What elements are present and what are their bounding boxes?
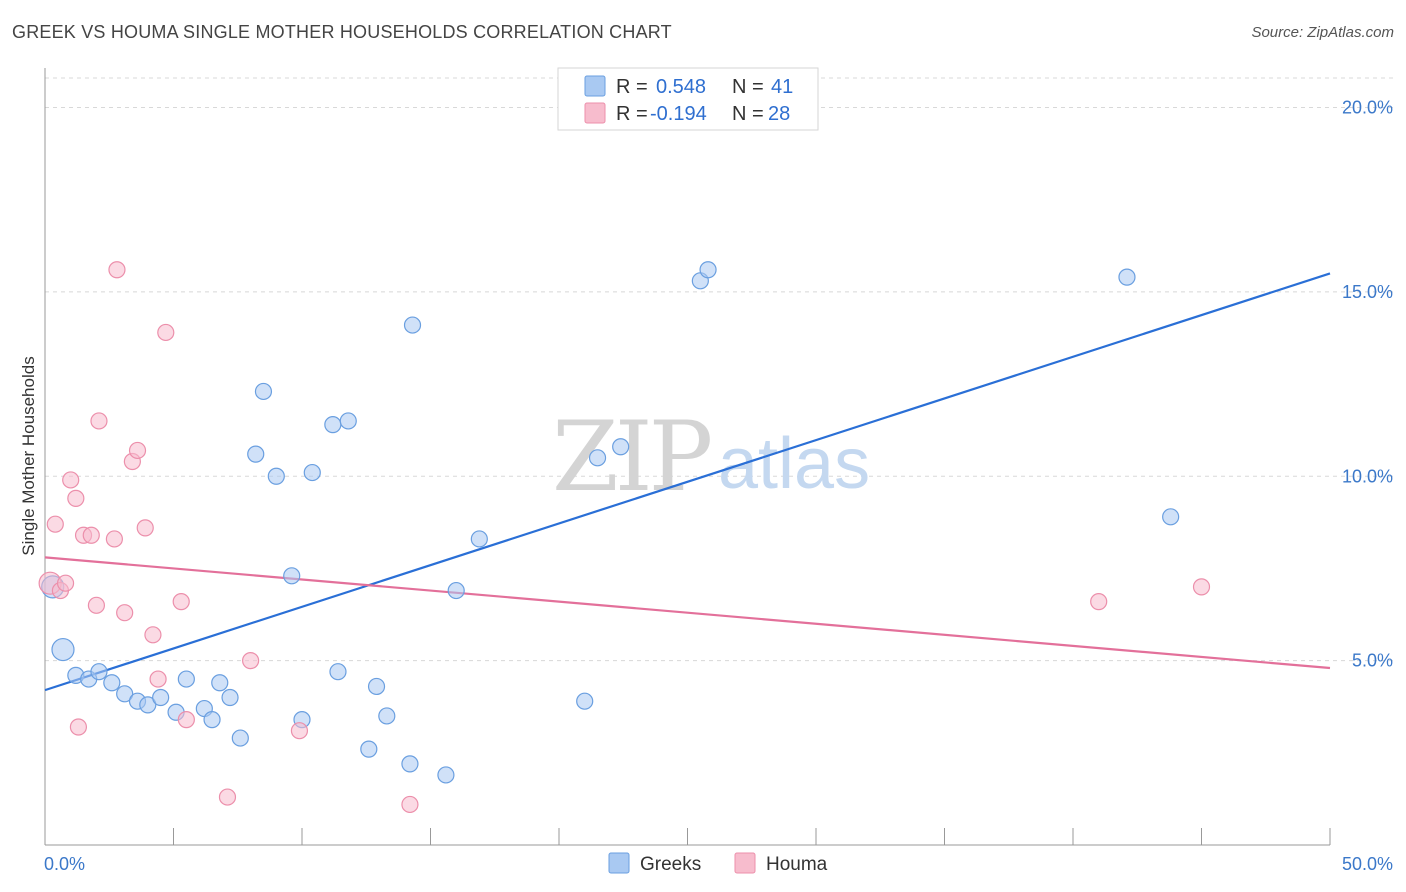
legend-r-label-houma: R = xyxy=(616,103,648,125)
greeks-point xyxy=(211,674,229,692)
legend-swatch-greeks xyxy=(584,75,606,97)
houma-point xyxy=(56,574,75,592)
greeks-point xyxy=(116,685,134,703)
bottom-legend: Greeks Houma xyxy=(608,852,828,875)
houma-point xyxy=(144,626,162,644)
legend-n-label-greeks: N = xyxy=(732,76,764,98)
legend-r-value-greeks: 0.548 xyxy=(656,76,706,98)
grid-lines xyxy=(45,77,1395,662)
houma-point xyxy=(172,593,190,611)
houma-trend-line xyxy=(44,556,1331,670)
x-tick-label: 0.0% xyxy=(44,854,85,874)
greeks-point xyxy=(1162,508,1180,526)
houma-point xyxy=(90,412,108,430)
greeks-point xyxy=(283,567,301,585)
houma-point xyxy=(108,261,126,279)
chart-title: GREEK VS HOUMA SINGLE MOTHER HOUSEHOLDS … xyxy=(12,22,672,42)
greeks-point xyxy=(221,688,239,707)
greeks-point xyxy=(470,530,488,548)
greeks-point xyxy=(51,637,75,662)
y-tick-label: 10.0% xyxy=(1342,466,1393,486)
y-tick-labels: 5.0% 10.0% 15.0% 20.0% xyxy=(1342,98,1393,671)
legend-n-value-greeks: 41 xyxy=(771,76,793,98)
bottom-legend-label-houma: Houma xyxy=(766,854,828,875)
y-tick-label: 15.0% xyxy=(1342,282,1393,302)
legend-r-value-houma: -0.194 xyxy=(650,103,707,125)
houma-point xyxy=(82,526,100,544)
houma-point xyxy=(46,515,64,533)
houma-point xyxy=(116,604,134,622)
x-tick-labels: 0.0% 50.0% xyxy=(44,854,1393,874)
legend-n-value-houma: 28 xyxy=(768,103,790,125)
x-tick-label: 50.0% xyxy=(1342,854,1393,874)
legend-r-label-greeks: R = xyxy=(616,76,648,98)
greeks-point xyxy=(203,711,221,729)
greeks-point xyxy=(152,688,170,707)
greeks-point xyxy=(437,766,455,784)
greeks-point xyxy=(588,449,607,467)
greeks-point xyxy=(339,412,357,430)
houma-point xyxy=(136,519,154,537)
greeks-point xyxy=(303,463,321,482)
greeks-point xyxy=(360,740,378,758)
greeks-point xyxy=(329,663,347,681)
greeks-point xyxy=(247,445,265,463)
houma-point xyxy=(62,471,80,489)
source-label: Source: ZipAtlas.com xyxy=(1251,24,1394,41)
greeks-point xyxy=(403,316,422,334)
greeks-point xyxy=(378,707,396,725)
y-tick-label: 20.0% xyxy=(1342,98,1393,118)
houma-point xyxy=(157,323,175,342)
y-tick-label: 5.0% xyxy=(1352,651,1393,671)
y-axis-label: Single Mother Households xyxy=(19,356,38,555)
legend-n-label-houma: N = xyxy=(732,103,764,125)
houma-point xyxy=(290,722,309,740)
greeks-point xyxy=(401,755,419,773)
bottom-legend-swatch-houma xyxy=(734,852,756,874)
greeks-point xyxy=(447,581,465,600)
legend: R = 0.548 N = 41 R = -0.194 N = 28 xyxy=(557,67,819,131)
houma-point xyxy=(128,441,147,460)
greeks-point xyxy=(699,261,717,279)
houma-point xyxy=(149,670,167,688)
greeks-point xyxy=(103,674,121,692)
houma-point xyxy=(242,652,260,670)
legend-swatch-houma xyxy=(584,102,606,124)
data-points xyxy=(38,261,1211,814)
houma-point xyxy=(1192,578,1211,596)
greeks-point xyxy=(367,677,386,696)
bottom-legend-swatch-greeks xyxy=(608,852,630,874)
trend-lines xyxy=(44,272,1331,692)
greeks-point xyxy=(324,416,342,434)
greeks-point xyxy=(576,692,594,710)
greeks-point xyxy=(612,438,630,456)
greeks-point xyxy=(177,670,195,688)
axes xyxy=(44,68,1331,846)
greeks-point xyxy=(254,382,273,401)
houma-point xyxy=(218,788,237,806)
greeks-point xyxy=(1118,268,1136,286)
houma-point xyxy=(69,718,88,736)
greeks-trend-line xyxy=(44,272,1331,692)
watermark-zip: ZIP xyxy=(552,401,711,513)
greeks-point xyxy=(139,696,157,714)
houma-point xyxy=(105,530,123,548)
greeks-point xyxy=(267,467,285,485)
houma-point xyxy=(87,596,106,614)
houma-point xyxy=(401,795,419,814)
houma-point xyxy=(1090,593,1108,611)
houma-point xyxy=(177,711,195,729)
greeks-point xyxy=(90,663,108,681)
bottom-legend-label-greeks: Greeks xyxy=(640,854,701,875)
greeks-point xyxy=(231,729,249,747)
houma-point xyxy=(67,489,85,507)
